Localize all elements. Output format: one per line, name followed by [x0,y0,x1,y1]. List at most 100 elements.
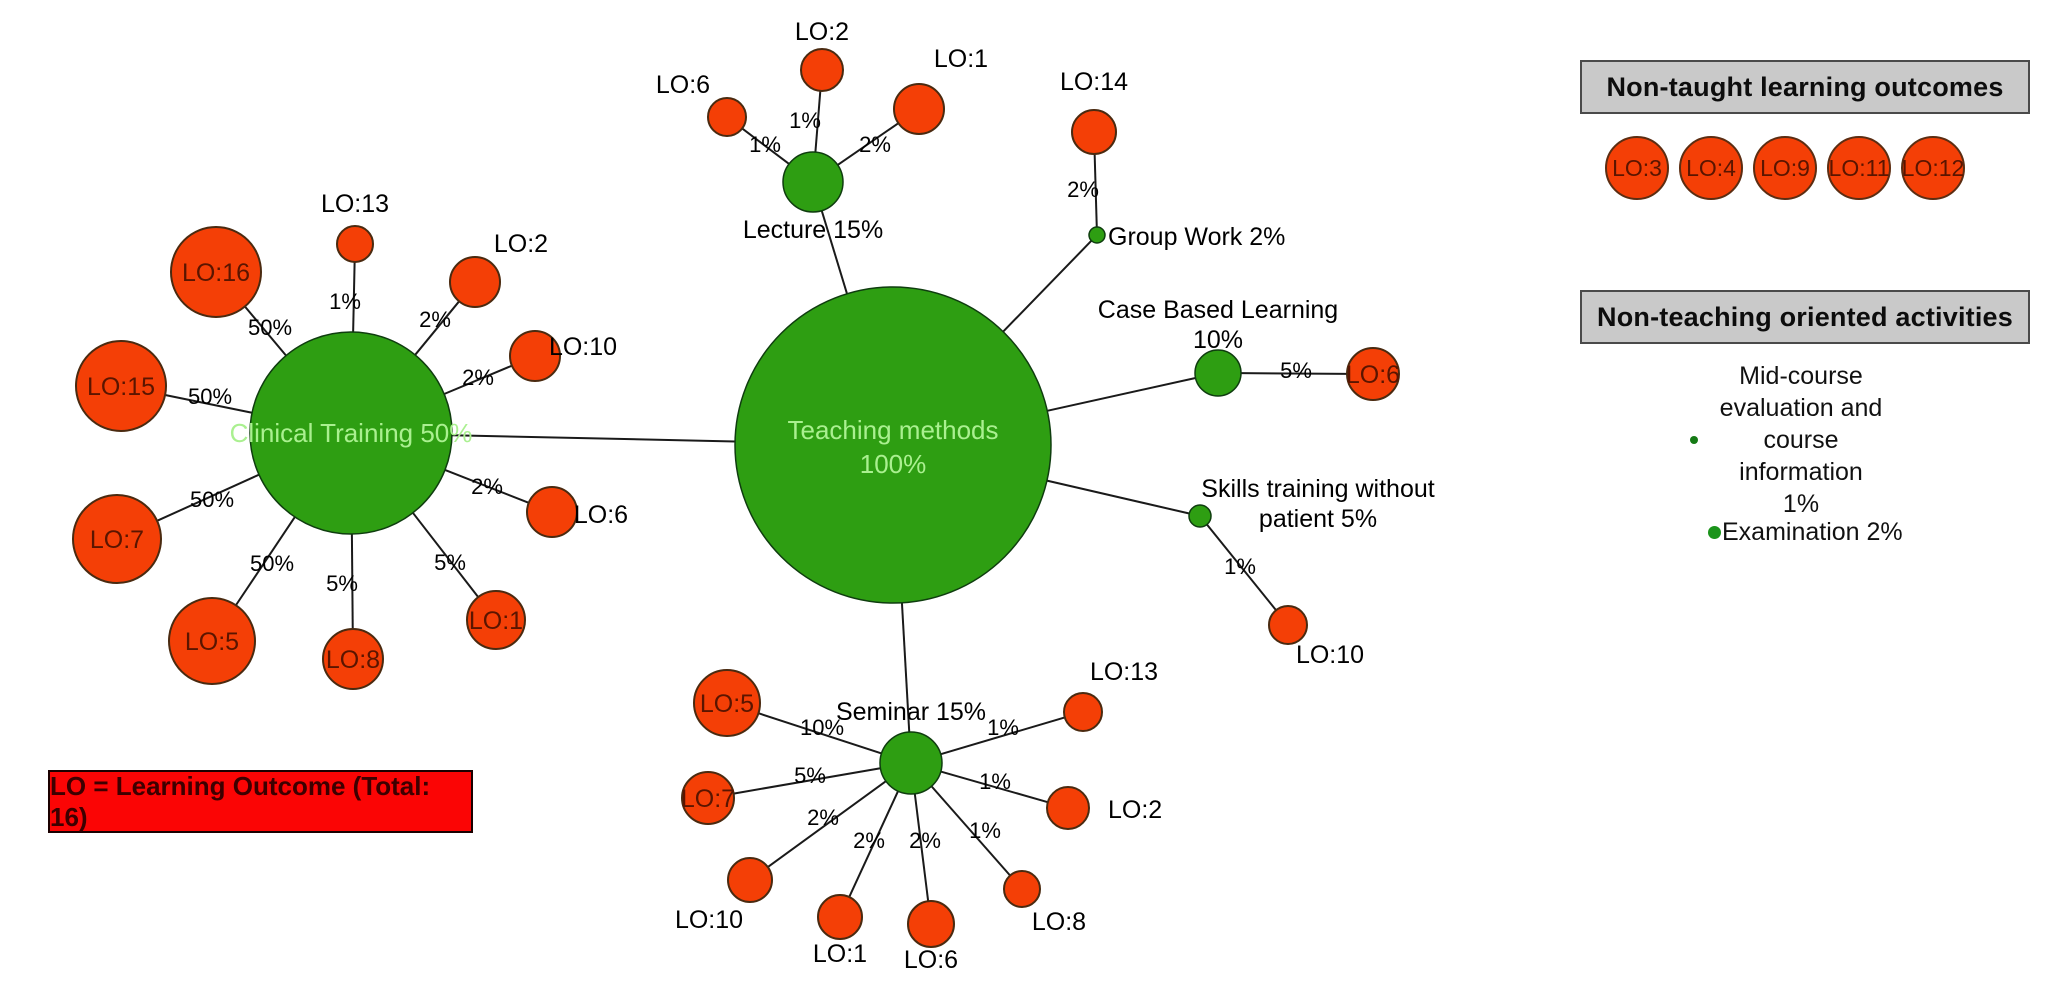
edge-clinical-training-to-lo6 [444,469,530,504]
activity-label-mid-course: Mid-course evaluation and course informati… [1719,362,1883,518]
legend-lo-bubble[interactable]: LO:3 [1605,136,1669,200]
edge-clinical-training-to-lo16 [244,305,287,357]
node-outcome-clinical-training-lo6[interactable] [526,486,578,538]
outcome-label-seminar-lo6: LO:6 [904,946,958,974]
node-outcome-lecture-lo6[interactable] [707,97,747,137]
node-method-case-based-learning[interactable] [1194,349,1242,397]
edge-percent-seminar-lo6: 2% [909,828,941,853]
node-outcome-seminar-lo2[interactable] [1046,786,1090,830]
node-method-seminar[interactable] [879,731,943,795]
edge-group-work-to-lo14 [1093,153,1098,228]
node-outcome-seminar-lo5[interactable] [693,669,761,737]
edge-clinical-training-to-lo13 [352,261,356,333]
node-outcome-clinical-training-lo5[interactable] [168,597,256,685]
method-label-clinical-training: Clinical Training 50% [230,418,473,448]
edge-percent-clinical-training-lo7: 50% [190,487,234,512]
outcome-label-group-work-lo14: LO:14 [1060,68,1128,96]
outcome-label-seminar-lo1: LO:1 [813,940,867,968]
node-outcome-skills-training-without-patient-lo10[interactable] [1268,605,1308,645]
edge-seminar-to-lo5 [758,712,882,755]
method-label-case-based-learning: Case Based Learning 10% [1098,296,1338,354]
labels-layer: Teaching methods 100% Lecture 15% Group Wor… [87,18,1435,974]
outcome-label-seminar-lo5: LO:5 [700,690,754,718]
node-outcome-seminar-lo1[interactable] [817,894,863,940]
legend-non-taught-header: Non-taught learning outcomes [1580,60,2030,114]
node-outcome-clinical-training-lo10[interactable] [509,330,561,382]
outcome-label-clinical-training-lo16: LO:16 [182,259,250,287]
outcome-label-skills-training-without-patient-lo10: LO:10 [1296,641,1364,669]
legend-lo-bubble[interactable]: LO:9 [1753,136,1817,200]
node-outcome-clinical-training-lo8[interactable] [322,628,384,690]
edge-hub-to-group-work [1002,240,1093,333]
node-outcome-seminar-lo10[interactable] [727,857,773,903]
outcome-label-clinical-training-lo13: LO:13 [321,190,389,218]
node-outcome-seminar-lo13[interactable] [1063,692,1103,732]
outcome-label-case-based-learning-lo6: LO:6 [1346,361,1400,389]
node-outcome-lecture-lo1[interactable] [893,83,945,135]
outcome-label-clinical-training-lo6: LO:6 [574,501,628,529]
legend-lo-bubble[interactable]: LO:12 [1901,136,1965,200]
edge-clinical-training-to-lo7 [156,473,260,522]
outcome-label-clinical-training-lo8: LO:8 [326,646,380,674]
node-outcome-clinical-training-lo2[interactable] [449,256,501,308]
edge-percent-lecture-lo1: 2% [859,132,891,157]
node-method-lecture[interactable] [782,151,844,213]
activity-item-mid-course-evaluation: Mid-course evaluation and course informati… [1690,360,1900,520]
legend-non-teaching-title: Non-teaching oriented activities [1597,301,2013,332]
outcome-label-seminar-lo10: LO:10 [675,906,743,934]
node-method-skills-training-without-patient[interactable] [1188,504,1212,528]
edge-lecture-to-lo1 [837,122,899,166]
node-method-clinical-training[interactable] [249,331,453,535]
edge-percent-group-work-lo14: 2% [1067,177,1099,202]
green-dot-icon [1708,525,1721,539]
edge-percent-clinical-training-lo2: 2% [419,307,451,332]
legend-non-teaching-header: Non-teaching oriented activities [1580,290,2030,344]
node-outcome-clinical-training-lo1[interactable] [466,590,526,650]
edge-hub-to-seminar [900,602,911,733]
node-outcome-seminar-lo7[interactable] [681,771,735,825]
edge-hub-to-clinical-training [451,434,736,443]
node-outcome-clinical-training-lo15[interactable] [75,340,167,432]
edges-layer [156,90,1348,902]
edge-case-based-learning-to-lo6 [1240,372,1348,375]
edge-seminar-to-lo6 [913,793,930,902]
outcome-label-lecture-lo2: LO:2 [795,18,849,46]
edge-clinical-training-to-lo15 [164,394,253,414]
edge-clinical-training-to-lo5 [235,516,296,606]
node-outcome-clinical-training-lo13[interactable] [336,225,374,263]
edge-percent-lecture-lo6: 1% [749,132,781,157]
node-outcome-seminar-lo8[interactable] [1003,870,1041,908]
node-outcome-seminar-lo6[interactable] [907,900,955,948]
legend-lo-bubble[interactable]: LO:4 [1679,136,1743,200]
edge-percent-seminar-lo13: 1% [987,715,1019,740]
edge-seminar-to-lo1 [848,790,899,898]
edge-lecture-to-lo6 [741,127,790,165]
node-outcome-clinical-training-lo16[interactable] [170,226,262,318]
node-method-group-work[interactable] [1088,226,1106,244]
node-outcome-group-work-lo14[interactable] [1071,109,1117,155]
node-outcome-case-based-learning-lo6[interactable] [1346,347,1400,401]
edge-percent-clinical-training-lo15: 50% [188,384,232,409]
outcome-label-seminar-lo13: LO:13 [1090,658,1158,686]
node-outcome-clinical-training-lo7[interactable] [72,494,162,584]
edge-percent-clinical-training-lo8: 5% [326,571,358,596]
method-label-seminar: Seminar 15% [836,698,986,726]
node-hub-teaching-methods[interactable] [734,286,1052,604]
edge-percent-clinical-training-lo5: 50% [250,551,294,576]
green-dot-icon [1690,436,1698,444]
outcome-label-clinical-training-lo15: LO:15 [87,373,155,401]
outcome-label-seminar-lo8: LO:8 [1032,908,1086,936]
legend-lo-bubble[interactable]: LO:11 [1827,136,1891,200]
edge-hub-to-case-based-learning [1047,376,1196,412]
edge-seminar-to-lo8 [930,785,1011,877]
outcome-label-seminar-lo2: LO:2 [1108,796,1162,824]
edge-percent-lecture-lo2: 1% [789,108,821,133]
legend-lo-banner-text: LO = Learning Outcome (Total: 16) [50,770,431,832]
edge-percent-clinical-training-lo1: 5% [434,550,466,575]
method-label-lecture: Lecture 15% [743,216,883,244]
edge-skills-training-without-patient-to-lo10 [1206,523,1277,611]
edge-percent-clinical-training-lo16: 50% [248,315,292,340]
node-outcome-lecture-lo2[interactable] [800,48,844,92]
edge-seminar-to-lo7 [733,767,881,795]
